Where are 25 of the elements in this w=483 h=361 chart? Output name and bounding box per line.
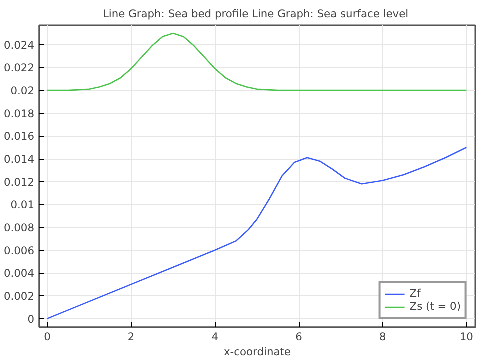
y-tick-label: 0.012 <box>4 176 35 189</box>
line-series <box>46 32 468 92</box>
y-tick-label: 0.004 <box>4 267 35 280</box>
chart-title: Line Graph: Sea bed profile Line Graph: Sea surface level <box>102 8 409 20</box>
y-tick-label: 0.002 <box>4 290 35 303</box>
y-tick-label: 0.006 <box>4 244 35 258</box>
y-tick-label: 0.02 <box>10 84 35 98</box>
y-tick-label: 0.022 <box>4 62 35 75</box>
line-series <box>46 146 468 320</box>
y-tick-label: 0.024 <box>4 38 35 52</box>
y-tick-label: 0.008 <box>4 222 35 235</box>
x-axis-title: x-coordinate <box>224 346 292 358</box>
y-tick-label: 0.016 <box>4 130 35 144</box>
x-tick-label: 4 <box>212 330 219 344</box>
y-tick-label: 0.014 <box>4 153 35 166</box>
y-tick-label: 0.01 <box>10 198 35 212</box>
x-tick-label: 8 <box>379 330 386 344</box>
y-tick-label: 0.018 <box>4 107 35 120</box>
legend-label: Zf <box>410 287 422 300</box>
x-tick-label: 10 <box>460 330 474 344</box>
x-tick-label: 6 <box>296 330 303 344</box>
legend-label: Zs (t = 0) <box>410 300 461 313</box>
x-tick-label: 2 <box>128 330 135 344</box>
x-tick-label: 0 <box>44 330 52 344</box>
y-tick-label: 0 <box>28 312 35 326</box>
